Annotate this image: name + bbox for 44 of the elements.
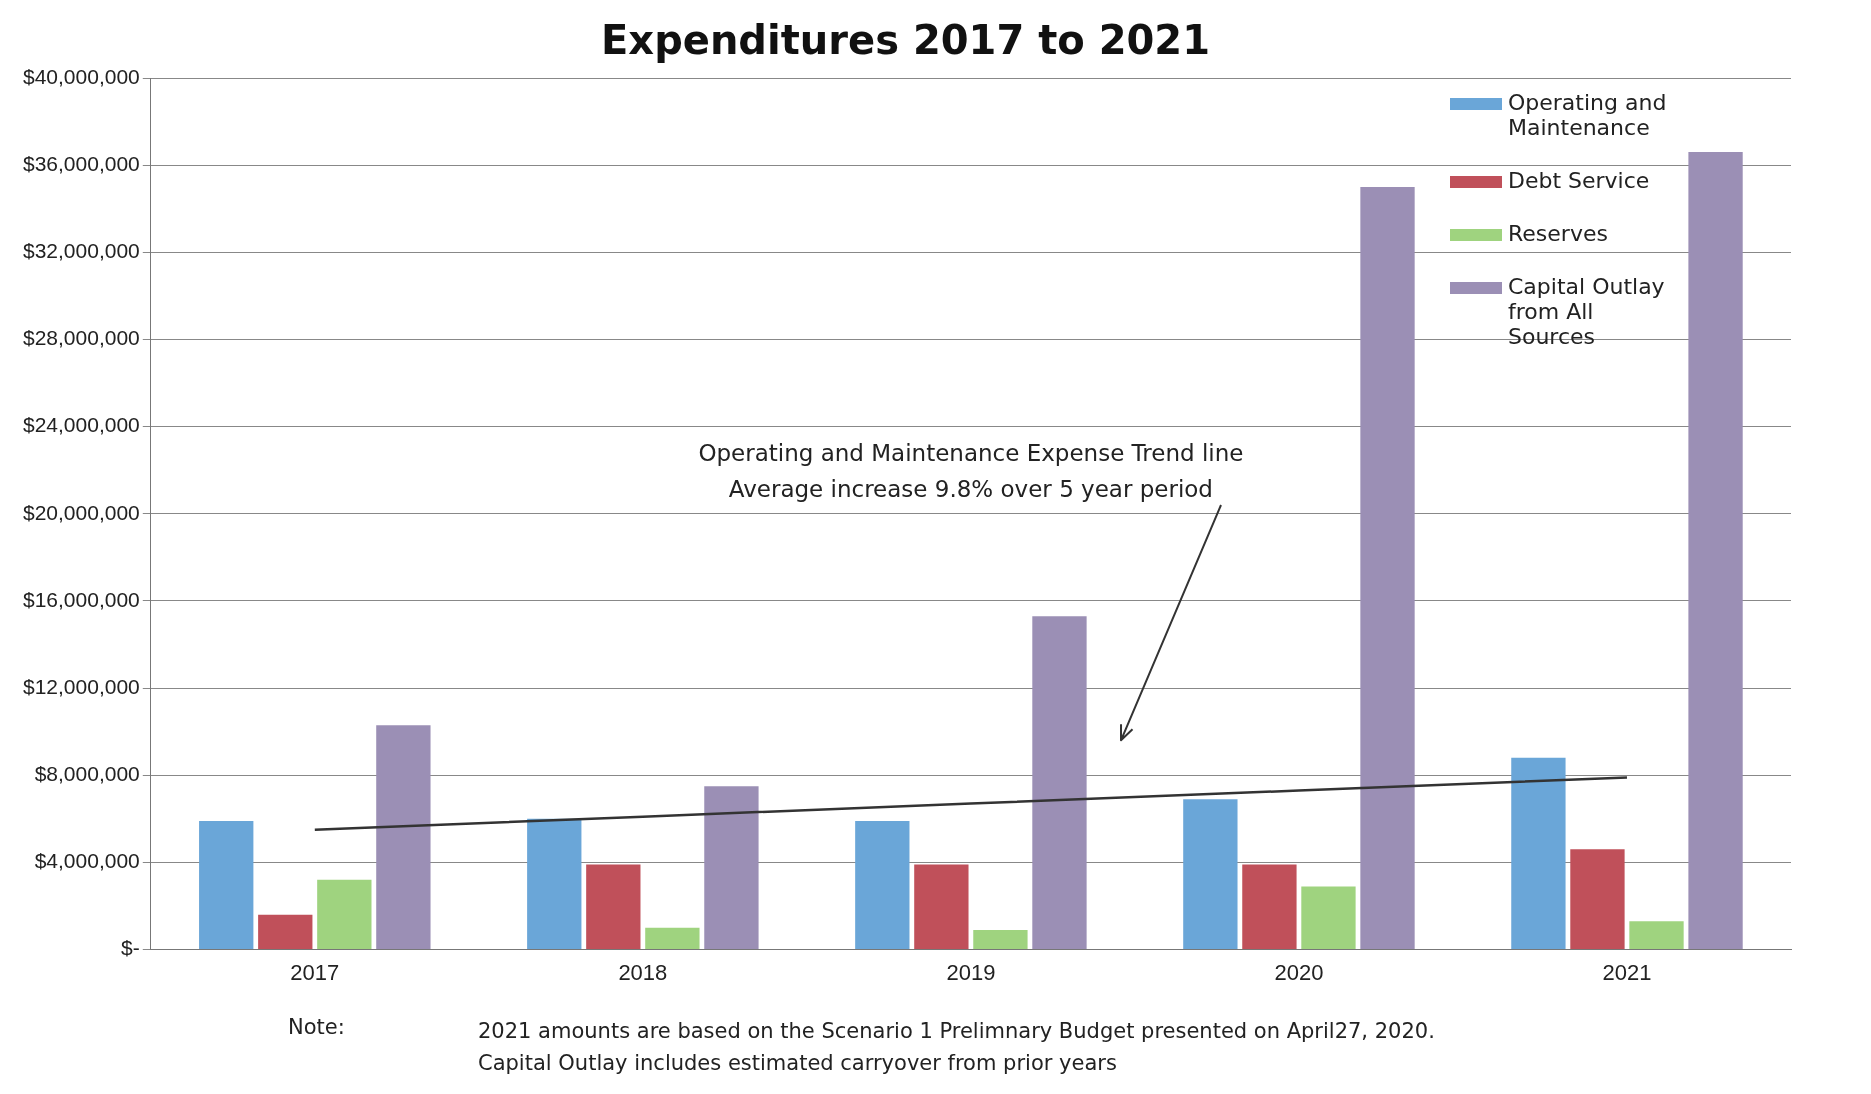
y-tick-label: $8,000,000	[34, 762, 140, 786]
y-tick-label: $28,000,000	[22, 326, 140, 350]
x-tick-label: 2018	[618, 959, 668, 985]
y-tick-label: $20,000,000	[22, 500, 140, 524]
y-tick-label: $40,000,000	[22, 64, 140, 88]
bar	[1629, 921, 1684, 950]
legend-label: Capital Outlay from All Sources	[1508, 274, 1666, 349]
bar	[704, 786, 759, 950]
text: 2021 amounts are based on the Scenario 1 Prelimnary Budget presented on April27, 2020. Capital Outlay includes estimated carryover from prior years	[478, 1018, 1435, 1077]
bar	[586, 864, 641, 950]
bar	[645, 927, 700, 950]
y-tick-label: $36,000,000	[22, 151, 140, 175]
bar	[1183, 799, 1238, 950]
legend-label: Operating and Maintenance	[1508, 90, 1668, 140]
x-tick-label: 2017	[290, 959, 340, 985]
bar	[1360, 186, 1415, 950]
annotation: Operating and Maintenance Expense Trend line Average increase 9.8% over 5 year period	[698, 439, 1244, 505]
y-tick-label: $32,000,000	[22, 239, 140, 263]
legend-label: Debt Service	[1508, 168, 1650, 193]
y-tick-label: $4,000,000	[34, 849, 140, 873]
bar	[258, 914, 313, 950]
bar	[317, 879, 372, 950]
bar	[914, 864, 969, 950]
y-tick-label: $-	[121, 936, 140, 960]
y-tick-label: $16,000,000	[22, 587, 140, 611]
bar	[1511, 757, 1566, 950]
bar	[1570, 849, 1625, 950]
y-tick-label: $12,000,000	[22, 674, 140, 698]
legend-label: Reserves	[1508, 221, 1608, 246]
y-tick-label: $24,000,000	[22, 413, 140, 437]
bar	[376, 725, 431, 950]
bar	[973, 929, 1028, 950]
text: Note:	[288, 1015, 345, 1039]
bar	[199, 821, 254, 950]
x-tick-label: 2020	[1274, 959, 1324, 985]
x-tick-label: 2019	[946, 959, 996, 985]
bar	[1242, 864, 1297, 950]
bar	[855, 821, 910, 950]
bar	[527, 818, 582, 950]
bar	[1301, 886, 1356, 950]
bar	[1032, 616, 1087, 950]
chart-title: Expenditures 2017 to 2021	[600, 17, 1211, 64]
x-tick-label: 2021	[1602, 959, 1652, 985]
bar	[1688, 152, 1743, 950]
